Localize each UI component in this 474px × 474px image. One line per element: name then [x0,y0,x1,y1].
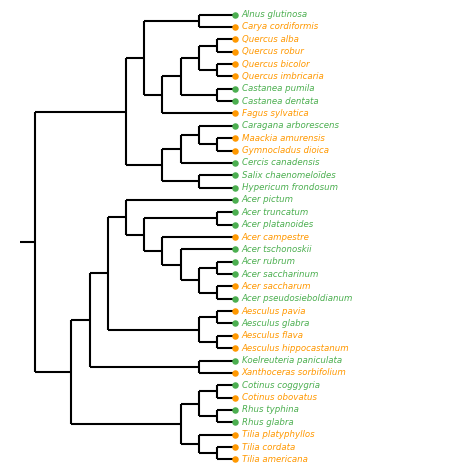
Point [231,345,239,352]
Point [231,97,239,105]
Text: Quercus robur: Quercus robur [242,47,303,56]
Point [231,73,239,80]
Point [231,258,239,265]
Point [231,406,239,414]
Point [231,270,239,278]
Point [231,147,239,155]
Text: Quercus imbricaria: Quercus imbricaria [242,72,324,81]
Point [231,209,239,216]
Point [231,60,239,68]
Point [231,456,239,463]
Point [231,431,239,438]
Text: Acer pseudosieboldianum: Acer pseudosieboldianum [242,294,353,303]
Text: Fagus sylvatica: Fagus sylvatica [242,109,309,118]
Point [231,172,239,179]
Text: Acer platanoides: Acer platanoides [242,220,314,229]
Point [231,184,239,191]
Text: Acer rubrum: Acer rubrum [242,257,296,266]
Text: Xanthoceras sorbifolium: Xanthoceras sorbifolium [242,368,346,377]
Text: Alnus glutinosa: Alnus glutinosa [242,10,308,19]
Text: Aesculus flava: Aesculus flava [242,331,304,340]
Text: Cotinus coggygria: Cotinus coggygria [242,381,320,390]
Text: Koelreuteria paniculata: Koelreuteria paniculata [242,356,342,365]
Point [231,443,239,451]
Text: Aesculus hippocastanum: Aesculus hippocastanum [242,344,349,353]
Text: Rhus typhina: Rhus typhina [242,405,299,414]
Text: Maackia amurensis: Maackia amurensis [242,134,325,143]
Point [231,122,239,129]
Text: Gymnocladus dioica: Gymnocladus dioica [242,146,329,155]
Text: Tilia platyphyllos: Tilia platyphyllos [242,430,314,439]
Point [231,11,239,18]
Point [231,332,239,340]
Text: Quercus alba: Quercus alba [242,35,299,44]
Text: Tilia americana: Tilia americana [242,455,308,464]
Text: Castanea dentata: Castanea dentata [242,97,319,106]
Point [231,36,239,43]
Text: Acer campestre: Acer campestre [242,233,310,241]
Text: Aesculus glabra: Aesculus glabra [242,319,310,328]
Point [231,419,239,426]
Point [231,233,239,241]
Text: Acer saccharinum: Acer saccharinum [242,270,319,279]
Text: Hypericum frondosum: Hypericum frondosum [242,183,338,192]
Point [231,221,239,228]
Point [231,394,239,401]
Text: Quercus bicolor: Quercus bicolor [242,60,310,69]
Point [231,382,239,389]
Point [231,159,239,167]
Point [231,369,239,377]
Text: Acer saccharum: Acer saccharum [242,282,311,291]
Text: Acer truncatum: Acer truncatum [242,208,309,217]
Point [231,283,239,290]
Point [231,48,239,55]
Text: Rhus glabra: Rhus glabra [242,418,293,427]
Point [231,295,239,302]
Point [231,23,239,31]
Point [231,109,239,117]
Point [231,319,239,327]
Text: Salix chaenomeloïdes: Salix chaenomeloïdes [242,171,336,180]
Text: Tilia cordata: Tilia cordata [242,443,295,452]
Point [231,357,239,365]
Point [231,196,239,204]
Point [231,134,239,142]
Text: Carya cordiformis: Carya cordiformis [242,22,318,31]
Text: Aesculus pavia: Aesculus pavia [242,307,306,316]
Text: Cotinus obovatus: Cotinus obovatus [242,393,317,402]
Text: Caragana arborescens: Caragana arborescens [242,121,339,130]
Text: Acer pictum: Acer pictum [242,195,294,204]
Text: Castanea pumila: Castanea pumila [242,84,314,93]
Text: Cercis canadensis: Cercis canadensis [242,158,319,167]
Text: Acer tschonoskii: Acer tschonoskii [242,245,312,254]
Point [231,85,239,92]
Point [231,246,239,253]
Point [231,307,239,315]
